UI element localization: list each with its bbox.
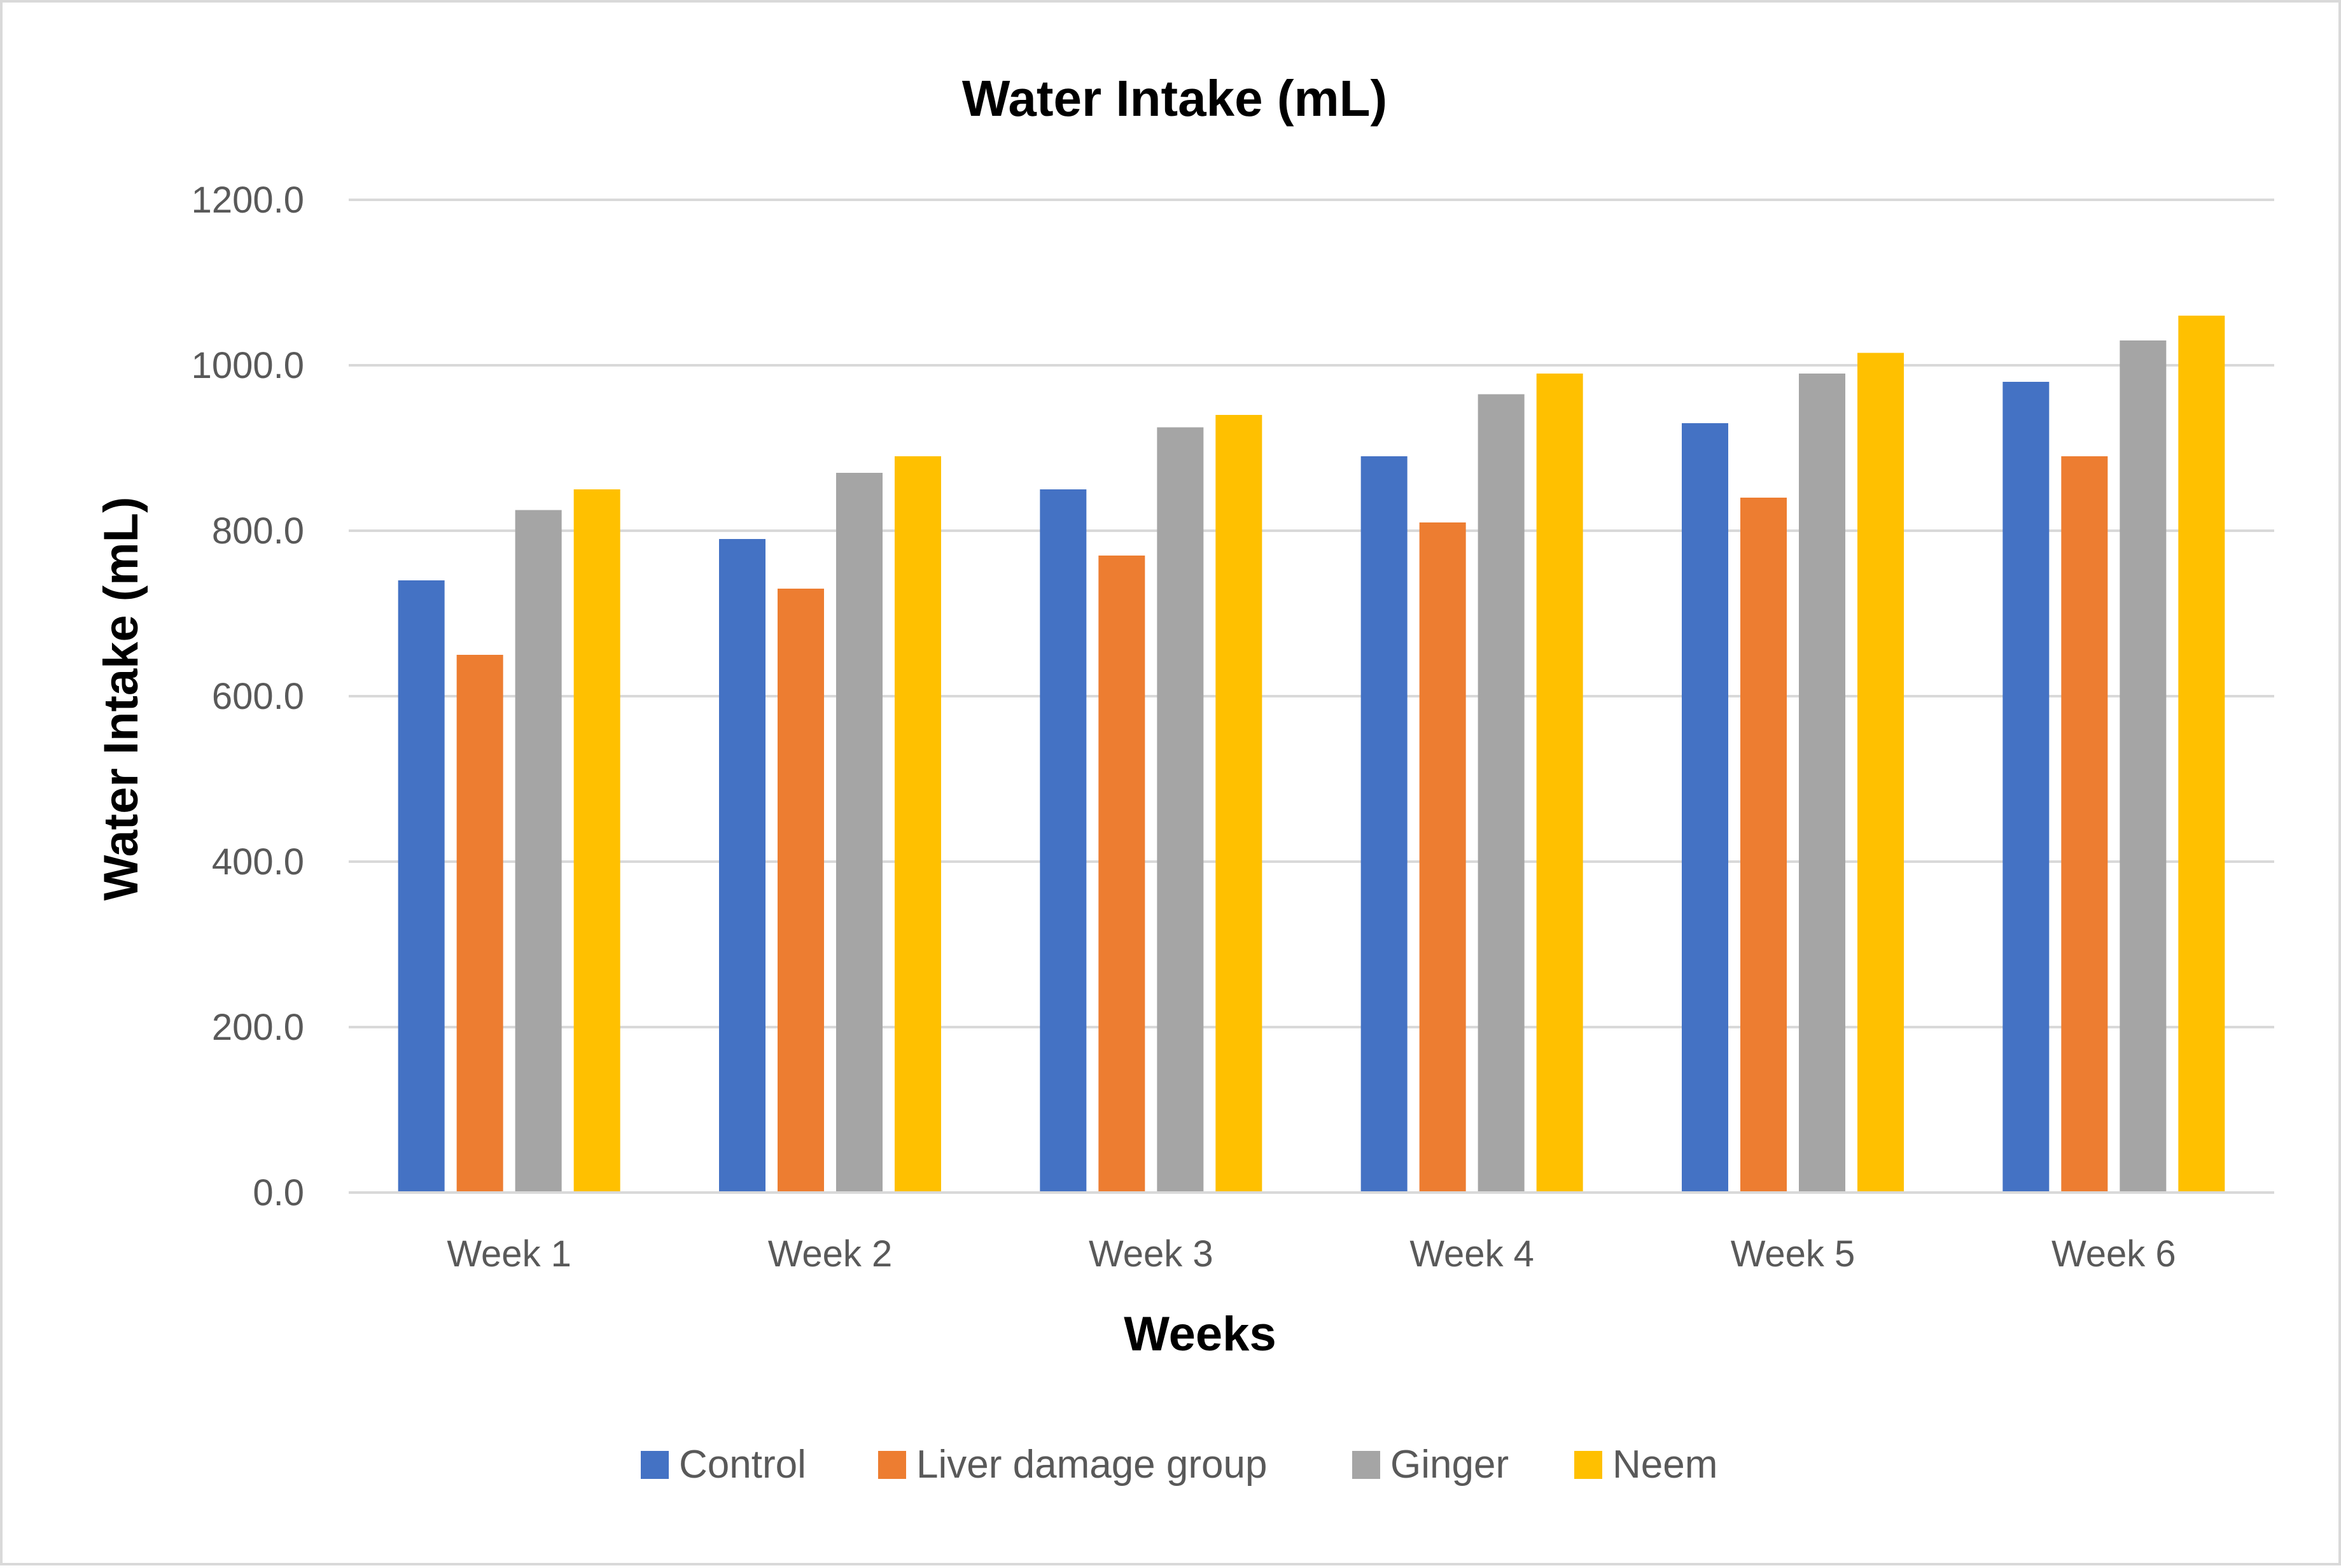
x-tick-label: Week 5 — [1731, 1233, 1855, 1275]
bar-control-week-4 — [1360, 456, 1408, 1193]
y-tick-label: 200.0 — [212, 1007, 304, 1048]
x-tick-label: Week 3 — [1089, 1233, 1213, 1275]
y-tick-label: 1000.0 — [192, 345, 304, 386]
bar-liver-damage-group-week-6 — [2061, 456, 2108, 1193]
legend: Control Liver damage group Ginger Neem — [641, 1443, 1717, 1487]
bar-control-week-5 — [1682, 423, 1728, 1193]
legend-label-liver-damage-group: Liver damage group — [916, 1443, 1267, 1487]
bar-liver-damage-group-week-4 — [1419, 522, 1466, 1193]
bar-neem-week-4 — [1536, 374, 1583, 1193]
bar-liver-damage-group-week-3 — [1098, 556, 1145, 1193]
legend-swatch-ginger — [1352, 1451, 1380, 1479]
bars — [398, 316, 2225, 1193]
bar-chart: Water Intake (mL) 0.0 200.0 400.0 600.0 800.… — [94, 70, 2274, 1487]
legend-label-ginger: Ginger — [1390, 1443, 1509, 1487]
bar-neem-week-3 — [1215, 415, 1262, 1193]
x-tick-label: Week 2 — [768, 1233, 893, 1275]
y-tick-label: 800.0 — [212, 510, 304, 552]
bar-ginger-week-1 — [515, 510, 562, 1193]
bar-control-week-2 — [719, 539, 765, 1193]
y-axis-ticks: 0.0 200.0 400.0 600.0 800.0 1000.0 1200.0 — [192, 179, 304, 1214]
bar-liver-damage-group-week-5 — [1740, 498, 1787, 1193]
y-tick-label: 1200.0 — [192, 179, 304, 221]
y-tick-label: 400.0 — [212, 841, 304, 883]
bar-ginger-week-5 — [1799, 374, 1845, 1193]
bar-liver-damage-group-week-2 — [778, 589, 824, 1193]
bar-ginger-week-2 — [836, 473, 883, 1193]
y-axis-title: Water Intake (mL) — [94, 497, 148, 901]
bar-neem-week-2 — [895, 456, 941, 1193]
legend-swatch-neem — [1574, 1451, 1602, 1479]
legend-swatch-control — [641, 1451, 669, 1479]
y-tick-label: 600.0 — [212, 676, 304, 717]
legend-label-neem: Neem — [1612, 1443, 1717, 1487]
x-tick-label: Week 1 — [447, 1233, 571, 1275]
bar-ginger-week-4 — [1478, 394, 1525, 1193]
bar-control-week-3 — [1040, 489, 1087, 1193]
bar-control-week-1 — [398, 580, 445, 1193]
chart-title: Water Intake (mL) — [962, 70, 1387, 127]
y-tick-label: 0.0 — [253, 1172, 304, 1214]
gridlines — [349, 199, 2274, 1028]
x-axis-ticks: Week 1 Week 2 Week 3 Week 4 Week 5 Week 6 — [447, 1233, 2176, 1275]
bar-ginger-week-6 — [2120, 340, 2167, 1193]
bar-ginger-week-3 — [1157, 427, 1204, 1193]
bar-control-week-6 — [2002, 382, 2050, 1193]
x-tick-label: Week 6 — [2051, 1233, 2176, 1275]
legend-label-control: Control — [679, 1443, 806, 1487]
bar-neem-week-1 — [573, 489, 620, 1193]
legend-swatch-liver-damage-group — [878, 1451, 906, 1479]
bar-neem-week-5 — [1857, 353, 1904, 1193]
bar-neem-week-6 — [2178, 316, 2225, 1193]
x-tick-label: Week 4 — [1409, 1233, 1534, 1275]
bar-liver-damage-group-week-1 — [456, 655, 503, 1193]
x-axis-title: Weeks — [1124, 1307, 1276, 1361]
